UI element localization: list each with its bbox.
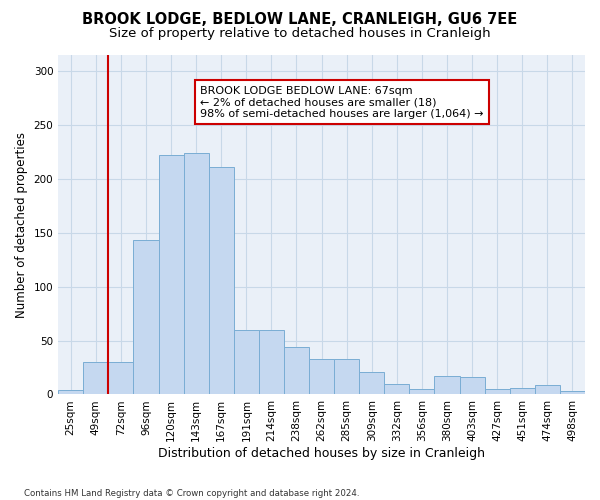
X-axis label: Distribution of detached houses by size in Cranleigh: Distribution of detached houses by size … xyxy=(158,447,485,460)
Text: Size of property relative to detached houses in Cranleigh: Size of property relative to detached ho… xyxy=(109,28,491,40)
Text: BROOK LODGE BEDLOW LANE: 67sqm
← 2% of detached houses are smaller (18)
98% of s: BROOK LODGE BEDLOW LANE: 67sqm ← 2% of d… xyxy=(200,86,484,119)
Y-axis label: Number of detached properties: Number of detached properties xyxy=(15,132,28,318)
Bar xyxy=(209,167,234,394)
Text: BROOK LODGE, BEDLOW LANE, CRANLEIGH, GU6 7EE: BROOK LODGE, BEDLOW LANE, CRANLEIGH, GU6… xyxy=(82,12,518,28)
Bar xyxy=(309,359,334,394)
Text: Contains HM Land Registry data © Crown copyright and database right 2024.: Contains HM Land Registry data © Crown c… xyxy=(24,488,359,498)
Bar xyxy=(234,330,259,394)
Bar xyxy=(109,362,133,394)
Bar xyxy=(184,153,209,394)
Bar xyxy=(133,240,158,394)
Bar xyxy=(58,390,83,394)
Bar xyxy=(535,385,560,394)
Bar xyxy=(359,372,385,394)
Bar xyxy=(385,384,409,394)
Bar xyxy=(284,347,309,395)
Bar xyxy=(334,359,359,394)
Bar xyxy=(409,389,434,394)
Bar xyxy=(83,362,109,394)
Bar xyxy=(485,389,510,394)
Bar xyxy=(560,391,585,394)
Bar xyxy=(434,376,460,394)
Bar xyxy=(158,155,184,394)
Bar xyxy=(510,388,535,394)
Bar xyxy=(259,330,284,394)
Bar xyxy=(460,377,485,394)
